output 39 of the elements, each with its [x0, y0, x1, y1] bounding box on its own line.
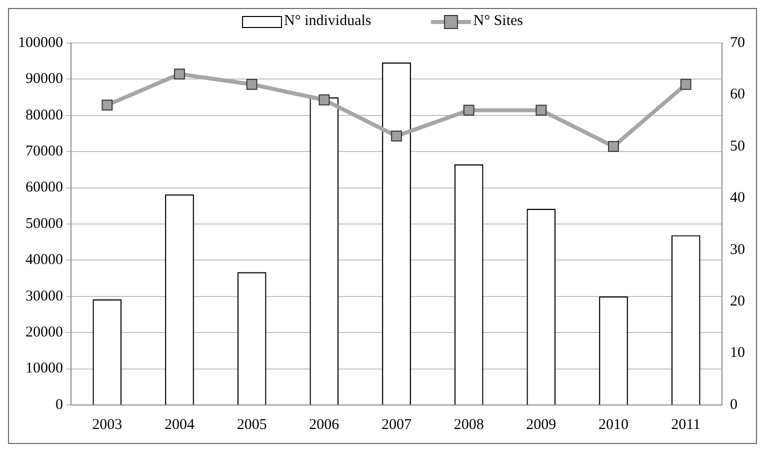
- legend-label: N° Sites: [473, 13, 523, 30]
- y2-tick-label: 60: [730, 86, 745, 103]
- y2-tick-label: 20: [730, 294, 745, 310]
- y2-tick-label: 50: [730, 138, 745, 154]
- y-tick-label: 50000: [26, 216, 63, 232]
- y-tick-label: 90000: [26, 71, 63, 88]
- y-tick-label: 0: [56, 396, 63, 413]
- y-tick-label: 100000: [18, 34, 63, 51]
- point: [463, 104, 474, 116]
- y-tick-label: 30000: [26, 288, 63, 304]
- x-tick-label: 2008: [454, 416, 484, 433]
- x-tick-label: 2006: [309, 416, 340, 433]
- point: [680, 78, 692, 90]
- x-tick-label: 2005: [236, 416, 267, 433]
- y2-tick-label: 0: [730, 396, 738, 413]
- x-tick-label: 2003: [92, 416, 122, 433]
- x-tick-label: 2004: [164, 416, 195, 433]
- y2-tick-label: 30: [730, 242, 745, 258]
- y-tick-label: 60000: [26, 180, 63, 196]
- x-tick-label: 2010: [598, 416, 628, 433]
- point: [608, 140, 619, 152]
- point: [246, 78, 258, 90]
- x-tick-label: 2009: [526, 416, 556, 433]
- text: N° individuals: [284, 13, 372, 30]
- point: [318, 94, 330, 106]
- point: [174, 68, 185, 80]
- y2-tick-label: 40: [730, 190, 745, 206]
- y-tick-label: 70000: [26, 144, 63, 160]
- x-tick-label: 2011: [671, 416, 701, 433]
- y-tick-label: 20000: [26, 324, 63, 341]
- y2-tick-label: 10: [730, 345, 745, 362]
- point: [391, 130, 402, 142]
- y-tick-label: 80000: [26, 107, 63, 124]
- y2-tick-label: 70: [730, 34, 745, 51]
- x-tick-label: 2007: [382, 416, 412, 433]
- y-tick-label: 40000: [26, 252, 63, 268]
- point: [102, 100, 113, 111]
- y-tick-label: 10000: [26, 360, 63, 377]
- point: [536, 104, 547, 116]
